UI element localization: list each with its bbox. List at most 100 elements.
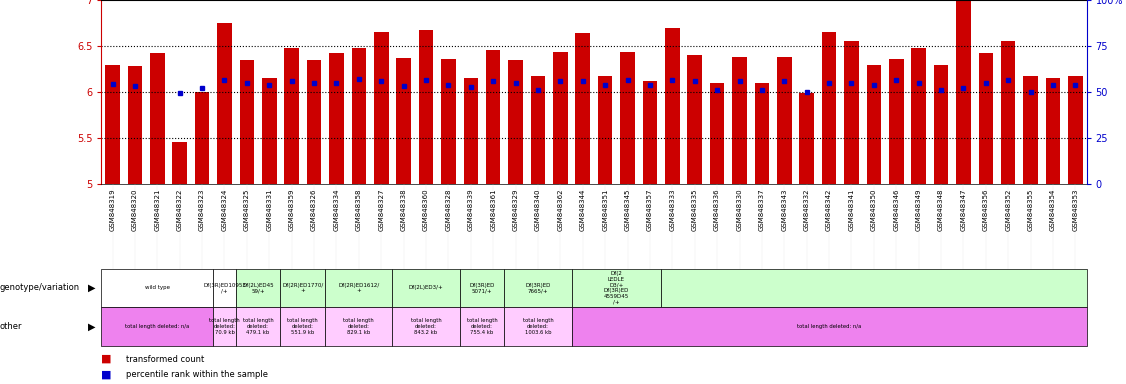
Text: transformed count: transformed count: [126, 354, 204, 364]
Bar: [575, 33, 590, 184]
Text: GSM848326: GSM848326: [311, 189, 318, 231]
Text: GSM848341: GSM848341: [849, 189, 855, 231]
Text: total length
deleted:
1003.6 kb: total length deleted: 1003.6 kb: [522, 318, 553, 335]
Bar: [441, 59, 456, 184]
Bar: [195, 92, 209, 184]
Bar: [325, 307, 393, 346]
Text: GSM848361: GSM848361: [490, 189, 497, 231]
Text: total length deleted: n/a: total length deleted: n/a: [125, 324, 189, 329]
Bar: [240, 60, 254, 184]
Bar: [374, 32, 388, 184]
Text: GSM848356: GSM848356: [983, 189, 989, 231]
Bar: [464, 78, 479, 184]
Bar: [285, 48, 298, 184]
Text: GSM848337: GSM848337: [759, 189, 765, 231]
Bar: [172, 142, 187, 184]
Text: Df(2L)ED3/+: Df(2L)ED3/+: [409, 285, 444, 291]
Text: ▶: ▶: [88, 321, 96, 331]
Bar: [777, 57, 792, 184]
Bar: [280, 269, 325, 307]
Bar: [890, 59, 903, 184]
Text: GSM848333: GSM848333: [669, 189, 676, 231]
Text: GSM848353: GSM848353: [1072, 189, 1079, 231]
Text: other: other: [0, 322, 23, 331]
Bar: [213, 307, 235, 346]
Text: total length
deleted:
829.1 kb: total length deleted: 829.1 kb: [343, 318, 374, 335]
Bar: [459, 307, 504, 346]
Bar: [978, 53, 993, 184]
Bar: [486, 50, 500, 184]
Bar: [101, 307, 213, 346]
Text: GSM848344: GSM848344: [580, 189, 586, 231]
Text: GSM848338: GSM848338: [401, 189, 406, 231]
Text: GSM848354: GSM848354: [1051, 189, 1056, 231]
Text: GSM848325: GSM848325: [244, 189, 250, 231]
Bar: [688, 55, 701, 184]
Bar: [1046, 78, 1061, 184]
Text: total length
deleted:
479.1 kb: total length deleted: 479.1 kb: [243, 318, 274, 335]
Bar: [911, 48, 926, 184]
Text: GSM848335: GSM848335: [691, 189, 698, 231]
Text: GSM848336: GSM848336: [714, 189, 721, 231]
Text: GSM848351: GSM848351: [602, 189, 608, 231]
Bar: [235, 307, 280, 346]
Text: Df(2R)ED1770/
+: Df(2R)ED1770/ +: [283, 283, 323, 293]
Text: GSM848324: GSM848324: [222, 189, 227, 231]
Bar: [643, 81, 658, 184]
Text: GSM848350: GSM848350: [870, 189, 877, 231]
Text: GSM848347: GSM848347: [960, 189, 966, 231]
Bar: [393, 269, 459, 307]
Bar: [933, 65, 948, 184]
Text: GSM848319: GSM848319: [109, 189, 116, 231]
Text: GSM848322: GSM848322: [177, 189, 182, 231]
Text: Df(3R)ED10953
/+: Df(3R)ED10953 /+: [203, 283, 245, 293]
Bar: [620, 51, 635, 184]
Text: GSM848349: GSM848349: [915, 189, 922, 231]
Bar: [799, 93, 814, 184]
Text: GSM848358: GSM848358: [356, 189, 361, 231]
Text: total length
deleted:
755.4 kb: total length deleted: 755.4 kb: [466, 318, 498, 335]
Bar: [262, 78, 277, 184]
Text: GSM848346: GSM848346: [893, 189, 900, 231]
Text: GSM848331: GSM848331: [266, 189, 272, 231]
Text: GSM848323: GSM848323: [199, 189, 205, 231]
Text: GSM848343: GSM848343: [781, 189, 787, 231]
Text: Df(2L)ED45
59/+: Df(2L)ED45 59/+: [242, 283, 274, 293]
Text: GSM848328: GSM848328: [446, 189, 452, 231]
Bar: [217, 23, 232, 184]
Text: GSM848348: GSM848348: [938, 189, 944, 231]
Bar: [665, 28, 680, 184]
Bar: [459, 269, 504, 307]
Bar: [213, 269, 235, 307]
Text: GSM848339: GSM848339: [467, 189, 474, 231]
Bar: [598, 76, 613, 184]
Bar: [101, 269, 213, 307]
Text: GSM848355: GSM848355: [1028, 189, 1034, 231]
Text: GSM848320: GSM848320: [132, 189, 137, 231]
Text: total length deleted: n/a: total length deleted: n/a: [797, 324, 861, 329]
Bar: [419, 30, 434, 184]
Bar: [127, 66, 142, 184]
Bar: [822, 32, 837, 184]
Bar: [1024, 76, 1038, 184]
Bar: [844, 41, 859, 184]
Bar: [661, 269, 1087, 307]
Text: GSM848360: GSM848360: [423, 189, 429, 231]
Bar: [325, 269, 393, 307]
Bar: [530, 76, 545, 184]
Text: ▶: ▶: [88, 283, 96, 293]
Text: genotype/variation: genotype/variation: [0, 283, 80, 293]
Bar: [508, 60, 522, 184]
Bar: [235, 269, 280, 307]
Bar: [396, 58, 411, 184]
Bar: [732, 57, 747, 184]
Text: GSM848345: GSM848345: [625, 189, 631, 231]
Text: ■: ■: [101, 354, 111, 364]
Text: Df(3R)ED
5071/+: Df(3R)ED 5071/+: [470, 283, 494, 293]
Bar: [329, 53, 343, 184]
Text: percentile rank within the sample: percentile rank within the sample: [126, 370, 268, 379]
Text: total length
deleted:
70.9 kb: total length deleted: 70.9 kb: [209, 318, 240, 335]
Text: Df(3R)ED
7665/+: Df(3R)ED 7665/+: [526, 283, 551, 293]
Text: GSM848334: GSM848334: [333, 189, 339, 231]
Text: GSM848327: GSM848327: [378, 189, 384, 231]
